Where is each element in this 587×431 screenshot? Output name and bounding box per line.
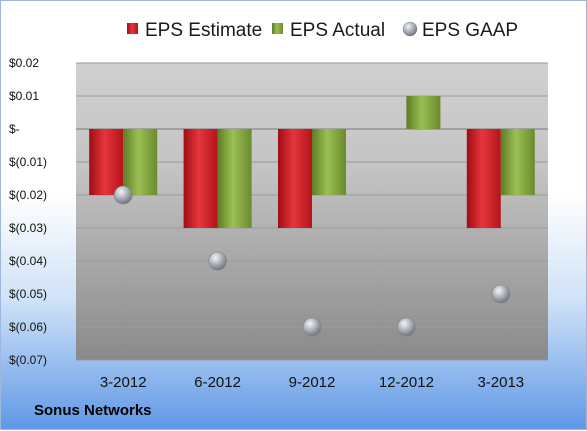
legend-swatch	[402, 21, 418, 37]
eps-actual-bar	[312, 129, 346, 195]
company-name: Sonus Networks	[34, 402, 152, 419]
legend-swatch	[127, 23, 138, 34]
legend: EPS Estimate EPS Actual EPS GAAP	[127, 20, 518, 41]
y-tick-label: $(0.01)	[9, 155, 47, 169]
y-tick-label: $(0.06)	[9, 320, 47, 334]
gaap-markers	[113, 185, 511, 337]
eps-estimate-bar	[89, 129, 124, 195]
eps-actual-bar	[406, 96, 441, 129]
eps-gaap-marker	[491, 284, 511, 304]
y-tick-label: $(0.04)	[9, 254, 47, 268]
legend-label: EPS Actual	[290, 20, 385, 41]
eps-actual-bar	[217, 129, 252, 228]
x-tick-label: 12-2012	[379, 374, 434, 391]
y-tick-label: $-	[9, 122, 20, 136]
legend-label: EPS Estimate	[145, 20, 262, 41]
y-tick-label: $(0.03)	[9, 221, 47, 235]
eps-actual-bar	[500, 129, 535, 195]
y-tick-label: $(0.02)	[9, 188, 47, 202]
x-tick-label: 3-2013	[477, 374, 524, 391]
x-axis-labels: 3-2012 6-2012 9-2012 12-2012 3-2013	[100, 374, 524, 391]
eps-gaap-marker	[302, 317, 322, 337]
x-tick-label: 3-2012	[100, 374, 147, 391]
eps-gaap-marker	[113, 185, 133, 205]
bars	[89, 96, 535, 228]
eps-estimate-bar	[183, 129, 218, 228]
y-tick-label: $(0.05)	[9, 287, 47, 301]
legend-label: EPS GAAP	[422, 20, 518, 41]
x-tick-label: 6-2012	[194, 374, 241, 391]
eps-gaap-marker	[397, 317, 416, 337]
y-tick-label: $0.02	[9, 56, 39, 70]
x-tick-label: 9-2012	[289, 374, 336, 391]
y-axis-labels: $0.02 $0.01 $- $(0.01) $(0.02) $(0.03) $(0.04)…	[9, 56, 47, 367]
y-tick-label: $(0.07)	[9, 353, 47, 367]
eps-estimate-bar	[466, 129, 501, 228]
eps-gaap-marker	[208, 251, 227, 271]
eps-estimate-bar	[278, 129, 312, 228]
y-tick-label: $0.01	[9, 89, 39, 103]
eps-actual-bar	[123, 129, 158, 195]
legend-swatch	[272, 23, 283, 34]
